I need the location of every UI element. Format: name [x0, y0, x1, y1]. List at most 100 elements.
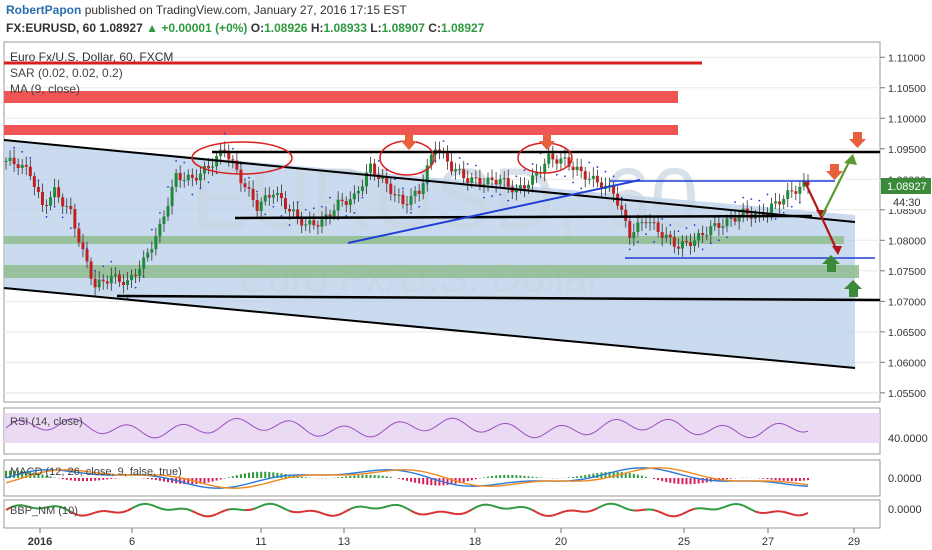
time-tick-label: 13 [338, 536, 350, 548]
sar-dot [191, 193, 194, 196]
price-axis[interactable]: 1.110001.105001.100001.095001.090001.085… [880, 52, 926, 400]
up-arrow-icon[interactable] [822, 255, 840, 272]
down-arrow-icon[interactable] [401, 134, 417, 150]
candle-body [267, 195, 271, 198]
candle-body [648, 222, 652, 224]
candle-body [4, 160, 8, 162]
candle-body [279, 192, 283, 199]
macd-hist-bar [353, 475, 356, 478]
sar-dot [21, 150, 24, 153]
bbp-segment [621, 505, 627, 510]
candle-body [93, 278, 97, 288]
bbp-segment [779, 510, 784, 513]
rsi-line [5, 417, 809, 439]
candle-body [364, 172, 368, 187]
macd-hist-bar [102, 478, 105, 480]
macd-hist-bar [628, 473, 631, 478]
macd-hist-bar [462, 478, 465, 483]
sar-indicator-label: SAR (0.02, 0.02, 0.2) [10, 66, 123, 80]
candle-body [547, 153, 551, 164]
bbp-segment [681, 511, 687, 515]
candle-body [194, 177, 198, 181]
price-chart[interactable]: EURUSD, 60 Euro Fx/U.S. Dollar Euro Fx/U… [0, 40, 932, 550]
time-axis[interactable]: 2016 6 11 13 18 20 25 27 29 [28, 528, 860, 548]
bottom-support-line[interactable] [116, 294, 881, 302]
price-tick-label: 1.07000 [888, 296, 926, 308]
macd-hist-bar [162, 478, 165, 482]
up-arrow-icon[interactable] [844, 280, 862, 297]
candle-body [798, 186, 802, 194]
macd-hist-bar [713, 478, 716, 482]
bbp-segment [62, 506, 68, 511]
channel-upper-line[interactable] [3, 139, 856, 223]
macd-hist-bar [365, 474, 368, 478]
macd-hist-bar [357, 475, 360, 478]
bbp-segment [463, 510, 469, 515]
macd-hist-bar [252, 472, 255, 478]
candle-body [166, 206, 170, 217]
channel-lower-line[interactable] [3, 287, 856, 369]
down-arrow-icon[interactable] [539, 134, 555, 150]
sar-dot [256, 190, 259, 193]
author-link[interactable]: RobertPapon [6, 3, 82, 17]
bbp-segment [224, 508, 230, 512]
blue-uptrend-line[interactable] [347, 179, 641, 244]
candle-body [474, 177, 478, 179]
bbp-segment [382, 505, 388, 509]
sar-dot [410, 211, 412, 214]
resistance-zone-lower[interactable] [4, 125, 678, 135]
candle-body [591, 175, 595, 179]
bbp-segment [123, 509, 128, 513]
bbp-segment [22, 504, 27, 508]
sar-dot [142, 276, 145, 278]
macd-hist-bar [158, 478, 161, 481]
mid-support-line[interactable] [234, 214, 813, 220]
bbp-segment [90, 511, 96, 515]
candle-body [470, 177, 474, 183]
bbp-segment [301, 510, 306, 513]
resistance-zone-upper[interactable] [4, 91, 678, 103]
candle-body [300, 216, 304, 226]
down-arrow-icon[interactable] [826, 164, 843, 180]
bbp-segment [349, 506, 355, 510]
top-ellipse-1[interactable] [191, 141, 293, 175]
bbp-segment [467, 508, 473, 513]
candle-body [12, 157, 16, 165]
sar-dot [620, 196, 623, 199]
bbp-segment [321, 512, 327, 516]
bbp-segment [220, 509, 226, 514]
macd-hist-bar [73, 478, 76, 481]
candle-body [271, 194, 275, 198]
bbp-segment [127, 507, 133, 512]
macd-hist-bar [531, 476, 534, 478]
macd-hist-bar [657, 478, 660, 481]
candle-body [725, 218, 729, 227]
candle-body [97, 279, 101, 288]
bbp-segment [74, 512, 80, 517]
sar-dot [426, 182, 429, 185]
bbp-segment [325, 513, 331, 517]
candle-body [36, 187, 40, 192]
bbp-segment [151, 504, 157, 508]
macd-hist-bar [482, 477, 485, 478]
bbp-segment [111, 510, 116, 514]
support-zone-lower[interactable] [4, 265, 859, 278]
sar-dot [183, 161, 186, 164]
bbp-segment [9, 505, 15, 509]
macd-hist-bar [620, 472, 623, 478]
bbp-segment [280, 506, 286, 511]
candle-body [482, 184, 486, 186]
macd-hist-bar [653, 478, 656, 480]
candle-body [340, 199, 344, 202]
macd-hist-bar [588, 474, 591, 478]
candle-body [628, 220, 632, 238]
down-arrow-icon[interactable] [849, 132, 866, 148]
projection-up-arrow[interactable] [821, 155, 853, 217]
macd-hist-bar [673, 478, 676, 484]
support-zone-upper[interactable] [4, 236, 844, 244]
sar-dot [774, 218, 777, 220]
sar-dot [329, 196, 331, 199]
candle-body [571, 166, 575, 171]
macd-hist-bar [778, 478, 781, 481]
high-label: H: [310, 21, 324, 35]
